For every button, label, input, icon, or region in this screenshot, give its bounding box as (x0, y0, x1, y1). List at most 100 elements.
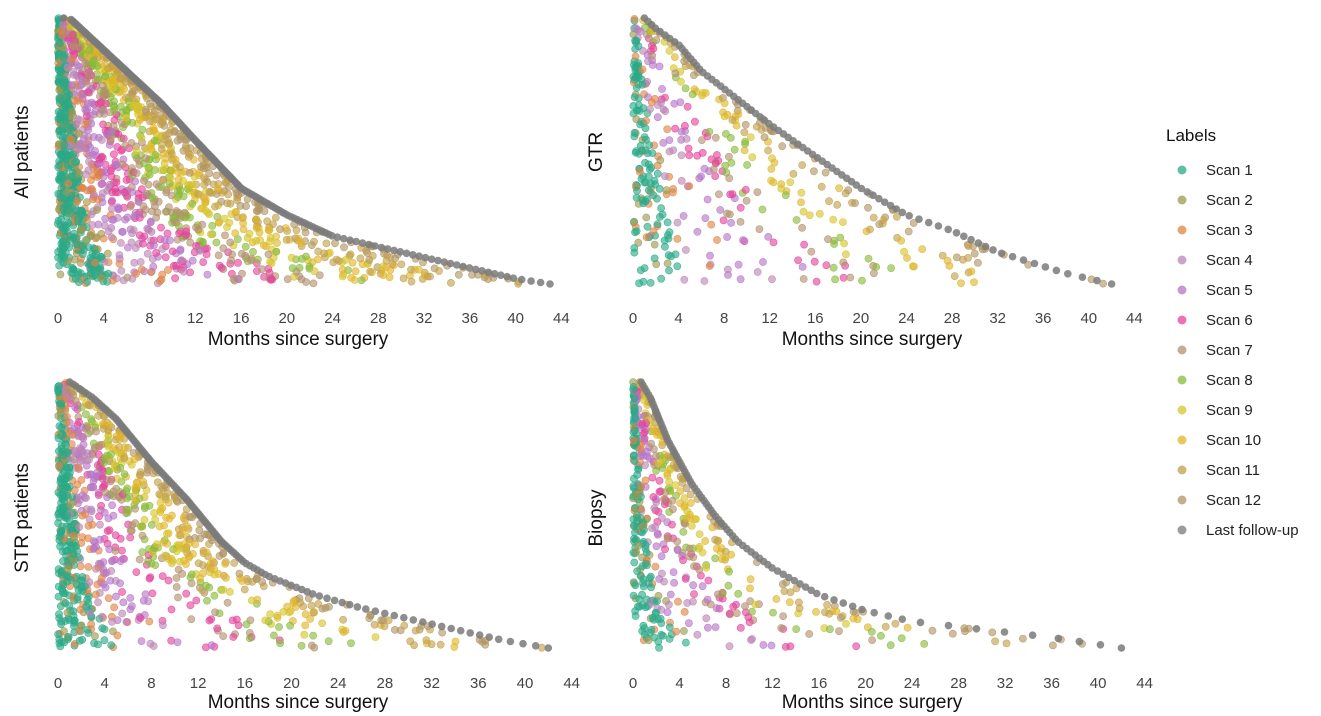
scan-point (131, 177, 139, 186)
last-followup-point (790, 576, 799, 585)
scan-point (797, 198, 805, 207)
scan-point (239, 225, 248, 234)
scan-point (107, 641, 116, 649)
scan-point (647, 583, 655, 592)
scan-point (629, 452, 638, 460)
last-followup-point (402, 249, 411, 258)
scan-point (176, 132, 185, 141)
scan-point (662, 186, 671, 195)
last-followup-point (471, 265, 480, 274)
last-followup-point (383, 245, 392, 253)
scan-point (713, 236, 721, 244)
scan-point (63, 511, 71, 520)
scan-point (135, 471, 144, 480)
scan-point (653, 529, 662, 538)
scan-point (680, 608, 689, 616)
scan-point (130, 258, 139, 267)
scan-point (341, 627, 350, 635)
scan-point (174, 565, 183, 574)
scan-point (54, 388, 63, 397)
x-tick-labels-biopsy: 0 4 8 12 16 20 24 28 32 36 40 44 (629, 675, 1153, 692)
scan-point (641, 476, 650, 485)
scan-point (84, 522, 93, 530)
scan-point (650, 240, 659, 249)
scan-point (59, 205, 68, 214)
scan-point (97, 180, 106, 188)
scan-point (173, 187, 182, 195)
scan-point (158, 245, 167, 253)
scan-point (960, 624, 969, 633)
x-tick-label: 0 (54, 310, 62, 327)
scan-point (75, 169, 84, 178)
scan-point (74, 463, 83, 472)
scan-point (225, 588, 234, 596)
scan-point (767, 165, 776, 173)
last-followup-point (330, 596, 339, 605)
scan-point (636, 444, 645, 453)
scan-point (82, 112, 91, 121)
scan-point (682, 246, 690, 254)
scan-point (101, 72, 110, 81)
last-followup-point (308, 590, 317, 598)
scan-point (232, 189, 241, 198)
scan-point (99, 558, 108, 566)
last-followup-point (1028, 631, 1037, 639)
scan-point (689, 597, 697, 606)
scan-point (54, 592, 63, 601)
scan-point (645, 454, 654, 463)
scan-point (67, 191, 76, 200)
scan-point (169, 212, 178, 221)
last-followup-point (813, 589, 821, 598)
scan-point (702, 614, 711, 623)
legend-label: Scan 3 (1206, 222, 1253, 239)
scan-point (198, 204, 207, 213)
scan-point (746, 584, 754, 593)
scan-point (98, 189, 107, 198)
scan-point (146, 217, 155, 226)
x-tick-labels-all-patients: 0 4 8 12 16 20 24 28 32 36 40 44 (54, 310, 570, 327)
scan-point (665, 228, 674, 237)
scan-point (219, 585, 228, 594)
scan-point (159, 175, 167, 184)
scan-point (768, 275, 776, 284)
scan-point (187, 570, 196, 579)
last-followup-point (485, 633, 494, 641)
scan-point (698, 148, 707, 157)
scan-point (700, 164, 709, 173)
scan-point (127, 602, 136, 610)
scan-point (231, 229, 240, 237)
scan-point (98, 474, 107, 483)
scan-point (162, 513, 170, 522)
x-tick-label: 8 (147, 675, 155, 692)
scan-point (631, 36, 639, 45)
legend-marker (1177, 465, 1187, 475)
x-tick-labels-gtr: 0 4 8 12 16 20 24 28 32 36 40 44 (629, 310, 1143, 327)
scan-point (78, 184, 87, 192)
scan-point (953, 253, 961, 262)
scan-point (689, 581, 698, 590)
scan-point (736, 217, 745, 226)
scan-point (128, 188, 137, 196)
scan-point (210, 591, 219, 600)
scan-point (132, 146, 141, 155)
last-followup-point (857, 184, 866, 193)
scan-point (632, 227, 641, 236)
scan-point (60, 141, 69, 150)
scan-point (92, 427, 100, 436)
scan-point (132, 568, 141, 576)
scan-point (57, 423, 66, 432)
scan-point (276, 225, 284, 234)
scan-point (60, 252, 69, 261)
scan-point (194, 190, 202, 198)
last-followup-point (779, 570, 787, 579)
scan-point (666, 590, 675, 599)
scan-point (249, 247, 257, 256)
scan-point (100, 625, 109, 634)
scan-point (692, 515, 700, 524)
scan-point (78, 224, 87, 233)
scan-point (54, 434, 63, 443)
scan-point (56, 602, 65, 611)
scan-point (798, 223, 806, 232)
scan-point (682, 484, 691, 493)
